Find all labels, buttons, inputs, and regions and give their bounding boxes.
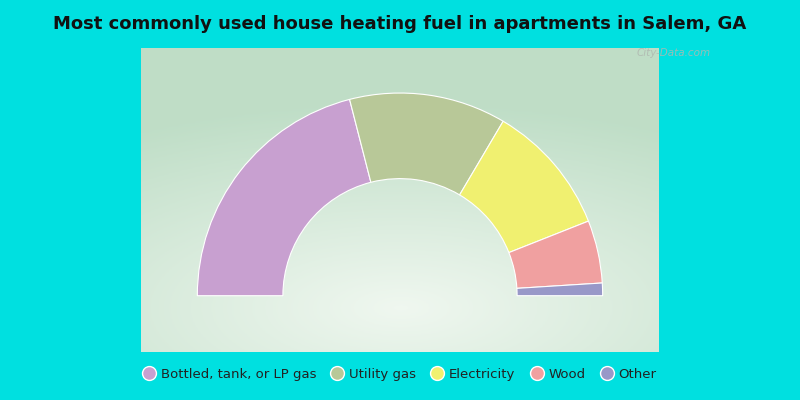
Wedge shape	[517, 283, 602, 296]
Wedge shape	[198, 100, 371, 296]
Wedge shape	[350, 93, 503, 195]
Wedge shape	[509, 221, 602, 288]
Text: City-Data.com: City-Data.com	[637, 48, 710, 58]
Text: Most commonly used house heating fuel in apartments in Salem, GA: Most commonly used house heating fuel in…	[54, 15, 746, 33]
Legend: Bottled, tank, or LP gas, Utility gas, Electricity, Wood, Other: Bottled, tank, or LP gas, Utility gas, E…	[143, 367, 657, 381]
Wedge shape	[460, 121, 589, 252]
